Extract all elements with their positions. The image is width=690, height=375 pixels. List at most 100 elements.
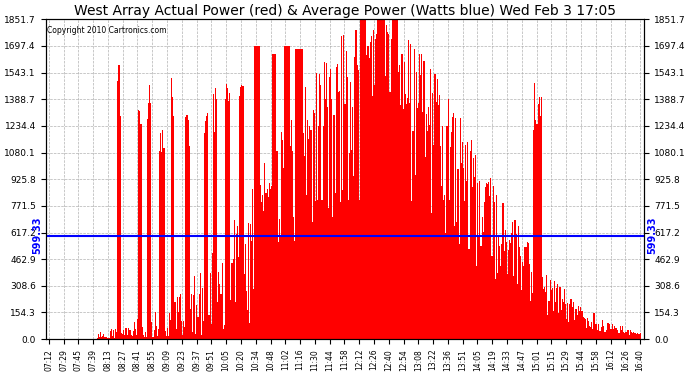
Bar: [249, 323, 250, 339]
Bar: [274, 54, 275, 339]
Bar: [231, 262, 233, 339]
Bar: [318, 126, 319, 339]
Bar: [102, 336, 103, 339]
Bar: [272, 54, 273, 339]
Bar: [127, 335, 128, 339]
Bar: [422, 112, 424, 339]
Bar: [381, 20, 382, 339]
Bar: [166, 336, 167, 339]
Bar: [409, 102, 411, 339]
Bar: [550, 280, 551, 339]
Bar: [467, 142, 469, 339]
Bar: [135, 329, 136, 339]
Bar: [273, 54, 274, 339]
Bar: [205, 121, 206, 339]
Bar: [224, 324, 225, 339]
Bar: [117, 81, 119, 339]
Bar: [218, 272, 219, 339]
Bar: [140, 124, 141, 339]
Bar: [279, 237, 281, 339]
Bar: [304, 156, 305, 339]
Bar: [571, 307, 573, 339]
Bar: [257, 46, 258, 339]
Bar: [474, 177, 475, 339]
Bar: [346, 77, 348, 339]
Bar: [215, 88, 216, 339]
Bar: [432, 93, 433, 339]
Bar: [475, 155, 476, 339]
Bar: [223, 329, 224, 339]
Bar: [614, 326, 615, 339]
Bar: [266, 189, 268, 339]
Bar: [489, 196, 491, 339]
Bar: [521, 291, 522, 339]
Bar: [426, 130, 428, 339]
Bar: [168, 336, 169, 339]
Bar: [500, 266, 502, 339]
Bar: [546, 274, 547, 339]
Bar: [260, 186, 261, 339]
Bar: [547, 315, 549, 339]
Bar: [590, 327, 591, 339]
Bar: [511, 234, 512, 339]
Bar: [484, 202, 485, 339]
Bar: [424, 157, 426, 339]
Bar: [462, 142, 463, 339]
Bar: [132, 331, 134, 339]
Bar: [498, 236, 499, 339]
Bar: [162, 130, 164, 339]
Bar: [352, 107, 353, 339]
Bar: [496, 195, 497, 339]
Bar: [451, 132, 452, 339]
Bar: [248, 223, 249, 339]
Bar: [429, 125, 430, 339]
Bar: [344, 104, 346, 339]
Bar: [277, 242, 279, 339]
Bar: [320, 85, 322, 339]
Bar: [172, 97, 173, 339]
Bar: [491, 256, 493, 339]
Bar: [445, 232, 446, 339]
Bar: [326, 63, 327, 339]
Bar: [171, 78, 172, 339]
Bar: [448, 200, 450, 339]
Bar: [125, 328, 126, 339]
Bar: [104, 338, 106, 339]
Bar: [486, 183, 487, 339]
Bar: [609, 324, 610, 339]
Bar: [622, 326, 623, 339]
Bar: [499, 246, 500, 339]
Bar: [183, 321, 184, 339]
Bar: [324, 62, 325, 339]
Bar: [303, 133, 304, 339]
Bar: [389, 92, 391, 339]
Bar: [294, 242, 295, 339]
Bar: [241, 85, 242, 339]
Bar: [407, 98, 408, 339]
Bar: [314, 113, 315, 339]
Bar: [408, 40, 409, 339]
Bar: [509, 240, 510, 339]
Bar: [177, 297, 178, 339]
Bar: [555, 302, 556, 339]
Bar: [114, 338, 115, 339]
Bar: [419, 54, 420, 339]
Bar: [487, 183, 488, 339]
Bar: [446, 126, 448, 339]
Bar: [226, 84, 227, 339]
Bar: [137, 319, 138, 339]
Bar: [306, 195, 307, 339]
Bar: [627, 330, 629, 339]
Bar: [611, 329, 612, 339]
Bar: [526, 242, 528, 339]
Bar: [121, 334, 123, 339]
Bar: [250, 224, 251, 339]
Bar: [190, 309, 191, 339]
Bar: [233, 259, 234, 339]
Bar: [428, 106, 429, 339]
Bar: [208, 315, 210, 339]
Bar: [461, 163, 462, 339]
Bar: [210, 324, 212, 339]
Bar: [292, 151, 293, 339]
Bar: [216, 99, 217, 339]
